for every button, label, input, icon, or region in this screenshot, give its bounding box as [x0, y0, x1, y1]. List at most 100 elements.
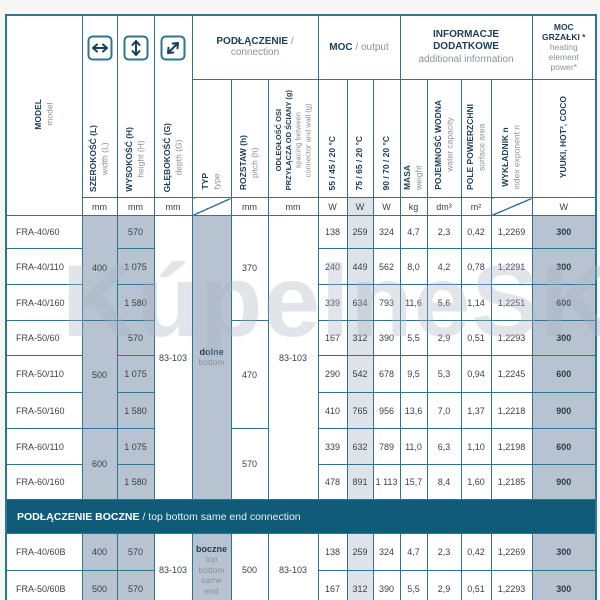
model-column-header: MODEL model	[5, 14, 83, 216]
height-value: 1 580	[116, 284, 155, 321]
area-value: 0,51	[460, 570, 492, 600]
area-value: 0,42	[460, 215, 492, 249]
output-55-label: 55 / 45 / 20 °C	[327, 136, 338, 190]
output75-value: 542	[346, 355, 374, 393]
output90-value: 562	[372, 248, 401, 285]
exponent-value: 1,2218	[490, 392, 533, 429]
width-header-label: SZEROKOŚĆ (L) width (L)	[88, 125, 111, 192]
output90-value: 390	[372, 320, 401, 356]
height-header-en: height (H)	[135, 140, 146, 179]
model-name: FRA-40/60	[5, 215, 83, 249]
connection-type-value: dolne bottom	[191, 215, 232, 500]
capacity-header-label: POJEMNOŚĆ WODNA water capacity	[433, 100, 456, 190]
output75-value: 259	[346, 215, 374, 249]
width-column-header: SZEROKOŚĆ (L) width (L)	[81, 14, 118, 198]
area-value: 1,60	[460, 464, 492, 500]
mass-value: 15,7	[399, 464, 428, 500]
capacity-value: 5,3	[426, 355, 462, 393]
output-90-label: 90 / 70 / 20 °C	[381, 136, 392, 190]
output55-value: 138	[317, 215, 348, 249]
output55-value: 167	[317, 570, 348, 600]
unit-area-m2: m²	[460, 197, 492, 216]
exponent-value: 1,2251	[490, 284, 533, 321]
output55-value: 339	[317, 428, 348, 465]
height-column-header: WYSOKOŚĆ (H) height (H)	[116, 14, 155, 198]
model-header-label: MODEL model	[33, 99, 56, 130]
mass-value: 9,5	[399, 355, 428, 393]
width-value: 500	[81, 570, 118, 600]
mass-value: 5,5	[399, 320, 428, 356]
type-header-en: type	[211, 173, 222, 190]
pitch-header-label: ROZSTAW (h) pitch (h)	[238, 135, 261, 190]
capacity-value: 8,4	[426, 464, 462, 500]
width-arrow-icon	[87, 35, 112, 61]
model-name: FRA-50/60	[5, 320, 83, 356]
output-group-pl: MOC	[329, 41, 353, 53]
model-name: FRA-40/110	[5, 248, 83, 285]
connection-type-en: bottom	[198, 357, 225, 368]
unit-spacing-mm: mm	[267, 197, 319, 216]
output-90-column-header: 90 / 70 / 20 °C	[372, 78, 401, 199]
heater-brands-label: YUUKI, HOT², COCO	[558, 96, 569, 178]
output55-value: 478	[317, 464, 348, 500]
capacity-value: 6,3	[426, 428, 462, 465]
exponent-header-label: WYKŁADNIK n index exponent n	[500, 125, 523, 190]
area-header-pl: POLE POWIERZCHNI	[464, 104, 475, 190]
output-55-column-header: 55 / 45 / 20 °C	[317, 78, 348, 199]
height-value: 1 075	[116, 355, 155, 393]
mass-value: 11,0	[399, 428, 428, 465]
height-header-label: WYSOKOŚĆ (H) height (H)	[124, 127, 147, 192]
pitch-value: 570	[230, 428, 269, 500]
mass-header-pl: MASA	[402, 164, 413, 190]
mass-value: 8,0	[399, 248, 428, 285]
exponent-value: 1,2269	[490, 533, 533, 571]
heater-header-en: heating element power*	[548, 42, 579, 73]
output55-value: 290	[317, 355, 348, 393]
mass-value: 4,7	[399, 215, 428, 249]
mass-value: 5,5	[399, 570, 428, 600]
heater-brands-header: YUUKI, HOT², COCO	[531, 78, 597, 199]
capacity-header-en: water capacity	[444, 117, 455, 173]
unit-mass-kg: kg	[399, 197, 428, 216]
unit-depth-mm: mm	[153, 197, 193, 216]
unit-type-diagonal	[191, 197, 232, 216]
width-value: 500	[81, 320, 118, 429]
capacity-value: 5,6	[426, 284, 462, 321]
output90-value: 1 113	[372, 464, 401, 500]
width-value: 400	[81, 215, 118, 321]
connection-type-value: boczne top bottom same end	[191, 533, 232, 600]
model-name: FRA-40/60B	[5, 533, 83, 571]
area-header-label: POLE POWIERZCHNI surface area	[465, 104, 488, 190]
output75-value: 449	[346, 248, 374, 285]
type-header-pl: TYP	[200, 173, 211, 190]
pitch-value: 370	[230, 215, 269, 321]
connection-type-pl: boczne	[195, 544, 227, 554]
capacity-value: 4,2	[426, 248, 462, 285]
capacity-value: 2,3	[426, 533, 462, 571]
exponent-value: 1,2269	[490, 215, 533, 249]
model-name: FRA-50/60B	[5, 570, 83, 600]
connection-group-header: PODŁĄCZENIE / connection	[191, 14, 319, 80]
depth-header-label: GŁĘBOKOŚĆ (G) depth (G)	[162, 123, 185, 192]
connection-group-pl: PODŁĄCZENIE	[216, 36, 289, 48]
unit-width-mm: mm	[81, 197, 118, 216]
unit-output55-w: W	[317, 197, 348, 216]
output-group-header: MOC / output	[317, 14, 401, 80]
exponent-value: 1,2198	[490, 428, 533, 465]
mass-value: 11,6	[399, 284, 428, 321]
area-column-header: POLE POWIERZCHNI surface area	[460, 78, 492, 199]
height-value: 1 075	[116, 428, 155, 465]
area-value: 1,14	[460, 284, 492, 321]
pitch-value: 470	[230, 320, 269, 429]
capacity-value: 2,3	[426, 215, 462, 249]
model-header-en: model	[44, 102, 55, 127]
section-header-en: / top bottom same end connection	[142, 510, 301, 523]
model-name: FRA-50/160	[5, 392, 83, 429]
output55-value: 138	[317, 533, 348, 571]
area-header-en: surface area	[476, 123, 487, 171]
output75-value: 634	[346, 284, 374, 321]
heater-power-value: 600	[531, 428, 597, 465]
height-header-pl: WYSOKOŚĆ (H)	[124, 127, 135, 192]
info-group-en: additional information	[418, 53, 514, 65]
area-value: 0,51	[460, 320, 492, 356]
